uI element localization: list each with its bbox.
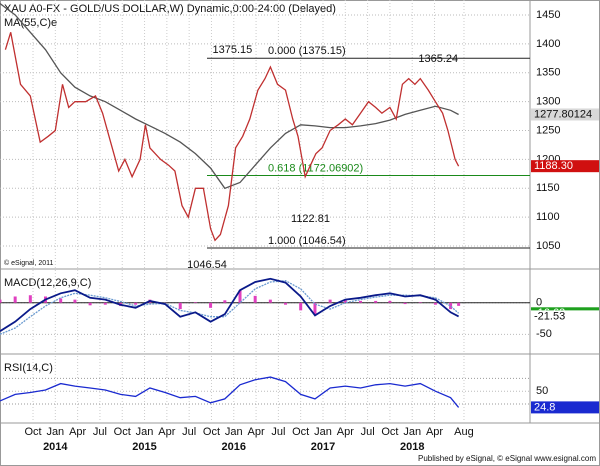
x-year-label: 2014 [43,441,68,453]
x-tick-label: Oct [292,426,309,438]
last-value-box [531,160,599,173]
macd-line [0,277,460,332]
y-tick-label: 1050 [536,240,560,252]
price-annotation: 1122.81 [291,213,330,225]
y-tick-label: 1450 [536,9,560,21]
fib-label: 0.000 (1375.15) [268,45,346,57]
footer: Published by eSignal, © eSignal www.esig… [418,454,596,463]
histogram-bar [209,302,213,308]
histogram-bar [374,300,378,303]
x-tick-label: Jan [136,426,154,438]
histogram-bar [449,302,453,310]
histogram-bar [457,302,461,306]
copyright: © eSignal, 2011 [4,259,54,267]
last-value-label: 1277.80124 [534,108,592,120]
macd-title: MACD(12,26,9,C) [4,277,91,289]
price-annotation: 1375.15 [212,44,252,56]
y-tick-label: 1250 [536,124,560,136]
x-tick-label: Apr [248,426,265,438]
x-year-label: 2017 [311,441,335,453]
last-value-box [531,310,599,323]
histogram-bar [433,302,437,305]
chart-title: XAU A0-FX - GOLD/US DOLLAR,W) Dynamic,0:… [4,3,336,15]
x-tick-label: Apr [426,426,443,438]
histogram-bar [193,302,197,303]
histogram-bar [343,299,347,303]
histogram-bar [59,298,63,303]
x-tick-label: Oct [203,426,220,438]
x-year-label: 2018 [400,441,424,453]
y-tick-label: 1300 [536,96,560,108]
y-tick-label: 50 [536,385,548,397]
histogram-bar [313,302,317,315]
histogram-bar [88,302,92,306]
price-annotation: 1046.54 [187,259,227,271]
y-tick-label: 1400 [536,38,560,50]
histogram-bar [73,299,77,303]
x-tick-label: Oct [381,426,398,438]
last-value-label: 1188.30 [534,160,573,172]
histogram-bar [403,302,407,305]
y-tick-label: 1150 [536,182,560,194]
price-line [4,32,460,242]
histogram-bar [358,300,362,303]
last-value-box [531,401,599,414]
rsi-title: RSI(14,C) [4,362,53,374]
histogram-bar [13,296,17,303]
last-value-label: -21.53 [534,310,565,322]
histogram-bar [178,302,182,310]
histogram-bar [418,302,422,303]
ma-line [0,2,459,190]
histogram-bar [0,299,2,303]
x-tick-label: Jul [271,426,285,438]
histogram-bar [103,302,107,305]
x-tick-label: Apr [69,426,86,438]
fib-label: 1.000 (1046.54) [268,235,346,247]
last-value-label: 24.8 [534,401,555,413]
x-tick-label: Jul [182,426,196,438]
histogram-bar [134,302,138,305]
x-tick-label: Oct [114,426,131,438]
histogram-bar [28,295,32,303]
x-tick-label: Jul [93,426,107,438]
price-annotation: 1365.24 [418,53,458,65]
x-tick-label: Aug [454,426,474,438]
x-tick-label: Apr [337,426,354,438]
y-tick-label: -50 [536,328,552,340]
x-year-label: 2016 [222,441,246,453]
y-tick-label: 1350 [536,67,560,79]
histogram-bar [388,300,392,303]
x-tick-label: Apr [158,426,175,438]
x-tick-label: Jan [46,426,64,438]
signal-line [0,280,460,335]
x-tick-label: Jul [361,426,375,438]
histogram-bar [253,295,257,303]
fib-label: 0.618 (1172.06902) [268,162,363,174]
x-year-label: 2015 [132,441,156,453]
x-tick-label: Jan [314,426,332,438]
y-tick-label: 0 [536,297,542,309]
histogram-bar [299,302,303,311]
ma-legend: MA(55,C)e [4,17,57,29]
histogram-bar [284,302,288,305]
histogram-bar [238,290,242,303]
x-tick-label: Oct [24,426,41,438]
y-tick-label: 1100 [536,211,560,223]
last-value-box [531,108,599,121]
x-tick-label: Jan [225,426,243,438]
rsi-line [0,376,460,408]
histogram-bar [223,300,227,303]
histogram-bar [328,299,332,303]
x-tick-label: Jan [403,426,421,438]
histogram-bar [268,299,272,303]
